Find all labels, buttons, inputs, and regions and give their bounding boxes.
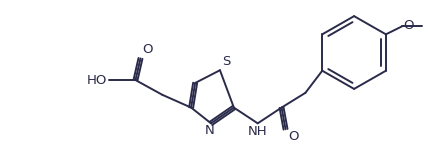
Text: O: O: [288, 130, 299, 143]
Text: O: O: [403, 19, 413, 32]
Text: O: O: [143, 43, 153, 56]
Text: NH: NH: [248, 125, 268, 138]
Text: N: N: [205, 124, 215, 137]
Text: S: S: [222, 55, 230, 68]
Text: HO: HO: [86, 73, 107, 87]
